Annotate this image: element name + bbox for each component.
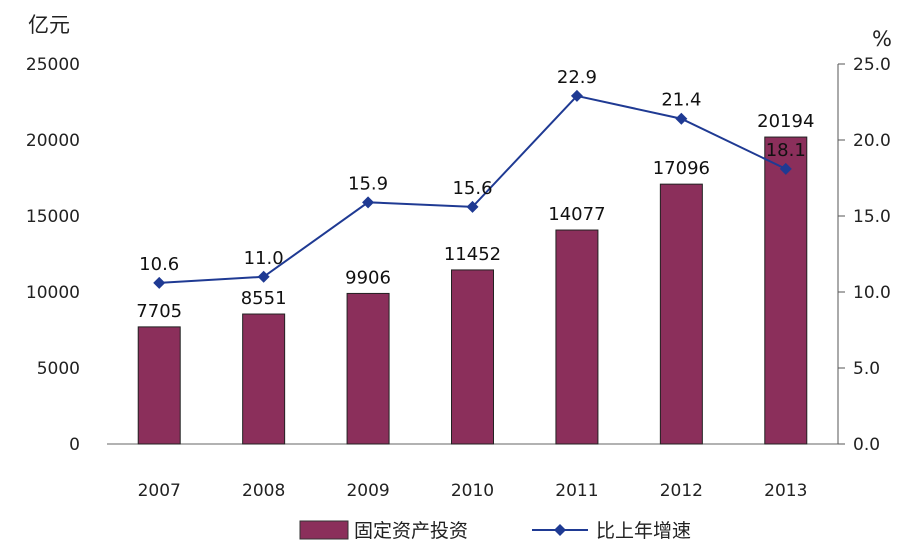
- left-axis-tick-label: 15000: [26, 207, 80, 227]
- legend-bar-label: 固定资产投资: [354, 520, 468, 542]
- right-axis-tick-label: 25.0: [853, 55, 891, 75]
- legend-line-label: 比上年增速: [596, 520, 691, 542]
- left-axis-tick-label: 0: [69, 435, 80, 455]
- x-axis-tick-label: 2007: [138, 481, 181, 501]
- bar: [555, 229, 599, 445]
- left-axis-tick-label: 25000: [26, 55, 80, 75]
- line-point: [362, 196, 375, 209]
- line-value-label: 18.1: [766, 140, 806, 161]
- right-axis-tick-label: 10.0: [853, 283, 891, 303]
- right-axis-unit: %: [872, 27, 892, 51]
- line-value-label: 21.4: [661, 90, 701, 111]
- left-axis-tick-label: 10000: [26, 283, 80, 303]
- line-point: [257, 270, 270, 283]
- bar-value-label: 7705: [136, 301, 182, 322]
- left-axis-tick-label: 5000: [37, 359, 80, 379]
- bar: [659, 183, 703, 445]
- line-value-label: 11.0: [244, 248, 284, 269]
- bar-value-label: 11452: [444, 244, 501, 265]
- bar: [451, 269, 494, 445]
- line-point: [570, 89, 583, 102]
- x-axis-tick-label: 2012: [660, 481, 703, 501]
- left-axis-tick-label: 20000: [26, 131, 80, 151]
- bar-labels: 7705 8551 9906 11452 14077 17096 20194: [136, 111, 814, 322]
- legend: 固定资产投资 比上年增速: [299, 520, 691, 542]
- x-axis-tick-label: 2010: [451, 481, 494, 501]
- legend-bar-swatch: [299, 520, 349, 540]
- line-value-label: 22.9: [557, 67, 597, 88]
- bar: [346, 292, 390, 445]
- x-axis-ticks: 2007 2008 2009 2010 2011 2012 2013: [138, 481, 808, 501]
- line-value-label: 15.6: [452, 178, 492, 199]
- line-labels: 10.6 11.0 15.9 15.6 22.9 21.4 18.1: [139, 67, 806, 275]
- line-point: [675, 112, 688, 125]
- bar: [137, 326, 181, 445]
- right-axis-tick-label: 20.0: [853, 131, 891, 151]
- legend-line-marker: [554, 524, 566, 536]
- left-axis-ticks: 25000 20000 15000 10000 5000 0: [26, 55, 80, 455]
- bar-value-label: 8551: [241, 288, 287, 309]
- bar-value-label: 20194: [757, 111, 814, 132]
- x-axis-tick-label: 2008: [242, 481, 285, 501]
- bar-series: [137, 136, 808, 445]
- line-point: [153, 276, 166, 289]
- line-value-label: 10.6: [139, 254, 179, 275]
- x-axis-tick-label: 2013: [764, 481, 807, 501]
- right-axis-tick-label: 0.0: [853, 435, 880, 455]
- line-point: [779, 162, 792, 175]
- line-series: [153, 89, 792, 289]
- x-axis-tick-label: 2011: [555, 481, 598, 501]
- right-axis-tick-label: 5.0: [853, 359, 880, 379]
- line-point: [466, 200, 479, 213]
- right-axis-tick-label: 15.0: [853, 207, 891, 227]
- bar-value-label: 9906: [345, 267, 391, 288]
- bar-value-label: 17096: [653, 158, 710, 179]
- left-axis-unit: 亿元: [28, 13, 70, 37]
- bar: [242, 313, 286, 445]
- bar-value-label: 14077: [548, 204, 605, 225]
- bar: [764, 136, 808, 445]
- x-axis-tick-label: 2009: [346, 481, 389, 501]
- right-axis-ticks: 25.0 20.0 15.0 10.0 5.0 0.0: [838, 55, 891, 455]
- line-value-label: 15.9: [348, 173, 388, 194]
